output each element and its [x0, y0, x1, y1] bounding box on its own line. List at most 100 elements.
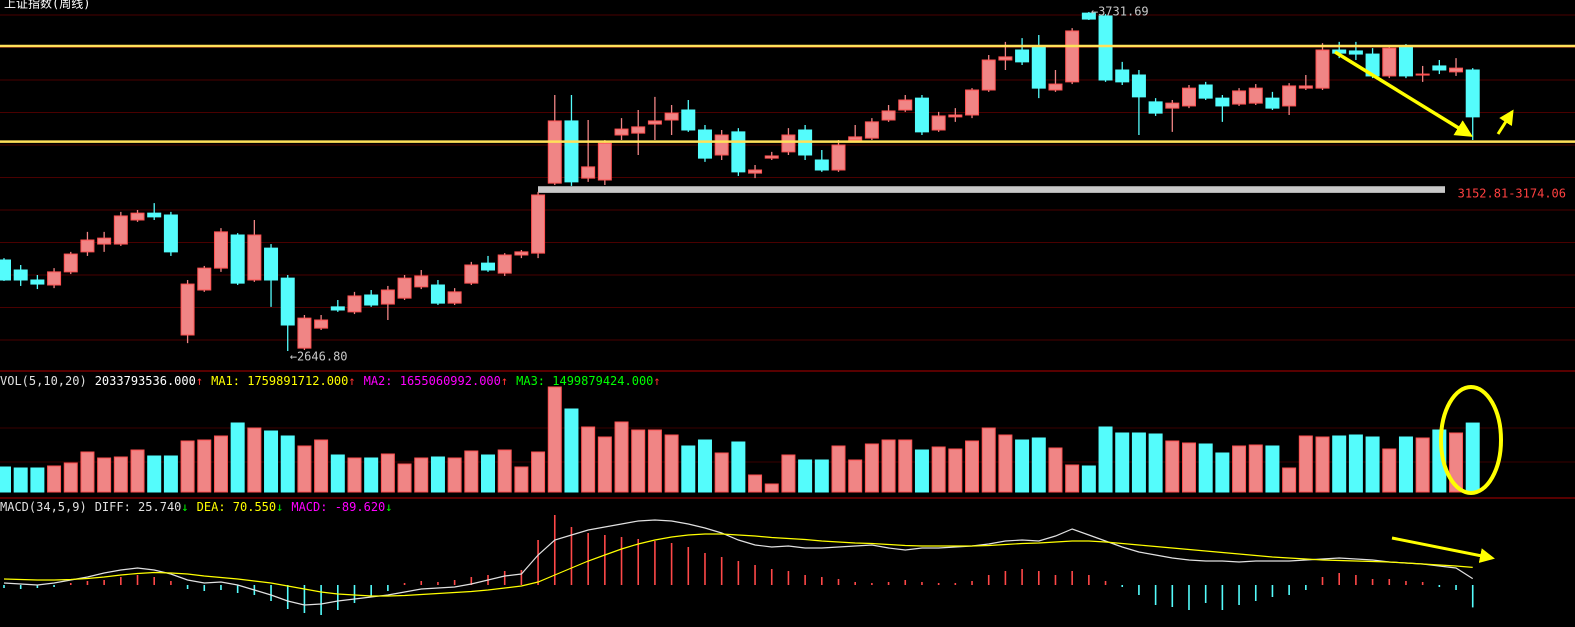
volume-bar — [1165, 440, 1180, 493]
candle-body — [297, 317, 312, 349]
candle-body — [13, 269, 28, 281]
candle-body — [748, 169, 763, 174]
volume-bar — [1298, 435, 1313, 493]
candle-body — [681, 109, 696, 131]
candle-body — [614, 128, 629, 136]
volume-bar — [247, 427, 262, 493]
legend-item: MA3: 1499879424.000 — [516, 374, 653, 388]
annotation-arrow — [1496, 109, 1514, 135]
volume-bar — [30, 467, 45, 493]
volume-bar — [1315, 436, 1330, 493]
candle-body — [347, 295, 362, 313]
candle-body — [147, 212, 162, 218]
volume-bar — [714, 452, 729, 493]
volume-bar — [1148, 433, 1163, 493]
candle-body — [697, 129, 712, 159]
candle-body — [1215, 97, 1230, 107]
volume-bar — [464, 450, 479, 493]
volume-bar — [1198, 443, 1213, 493]
candle-body — [564, 120, 579, 183]
candle-body — [213, 231, 228, 269]
candle-body — [1165, 102, 1180, 109]
candle-body — [1265, 97, 1280, 109]
legend-item: DEA: 70.550 — [197, 500, 276, 514]
candle-body — [731, 131, 746, 173]
range-band-label: 3152.81-3174.06 — [1458, 186, 1566, 200]
volume-bar — [1048, 447, 1063, 493]
candle-body — [497, 254, 512, 274]
volume-bar — [47, 465, 62, 493]
candle-body — [1382, 47, 1397, 77]
volume-bar — [1015, 439, 1030, 493]
volume-bar — [864, 443, 879, 493]
volume-bar — [230, 422, 245, 493]
volume-bar — [647, 429, 662, 493]
volume-bar — [130, 449, 145, 493]
volume-bar — [1282, 467, 1297, 493]
volume-bar — [180, 440, 195, 493]
volume-bar — [264, 430, 279, 493]
annotation-arrow — [1391, 536, 1495, 564]
volume-bar — [414, 457, 429, 493]
volume-bar — [347, 457, 362, 493]
candle-body — [965, 89, 980, 116]
volume-bar — [1449, 432, 1464, 493]
annotation-arrow — [1334, 50, 1473, 137]
volume-bar — [1098, 426, 1113, 493]
candle-body — [597, 142, 612, 181]
legend-item: MA1: 1759891712.000 — [211, 374, 348, 388]
volume-bar — [1081, 465, 1096, 493]
candle-body — [948, 114, 963, 118]
volume-bar — [380, 453, 395, 493]
volume-bar — [731, 441, 746, 493]
volume-bar — [1215, 452, 1230, 493]
marks: 3152.81-3174.06 ←3731.69 ←2646.80 VOL(5,10,… — [0, 4, 1575, 615]
volume-bar — [898, 439, 913, 493]
chart-title: 上证指数(周线) — [4, 0, 90, 11]
volume-bar — [1365, 436, 1380, 493]
volume-bar — [280, 435, 295, 493]
volume-bar — [564, 408, 579, 493]
candle-body — [1131, 74, 1146, 98]
volume-bar — [1398, 436, 1413, 493]
candle-body — [97, 237, 112, 245]
candle-body — [364, 294, 379, 306]
range-band — [538, 186, 1445, 193]
volume-bar — [614, 421, 629, 493]
candle-body — [197, 267, 212, 291]
legend: MACD(34,5,9) DIFF: 25.740↓ DEA: 70.550↓ MAC… — [0, 500, 393, 514]
volume-bar — [13, 467, 28, 493]
candle-body — [1232, 90, 1247, 105]
candle-body — [163, 214, 178, 253]
legend: VOL(5,10,20) 2033793536.000↑ MA1: 17598917… — [0, 374, 661, 388]
volume-bar — [430, 456, 445, 493]
volume-bar — [1232, 445, 1247, 493]
volume-bar — [664, 434, 679, 493]
volume-bar — [697, 439, 712, 493]
candle-body — [63, 253, 78, 273]
legend-arrow: ↓ — [276, 500, 283, 514]
volume-bar — [798, 459, 813, 493]
candle-body — [0, 259, 11, 281]
candle-body — [831, 144, 846, 171]
volume-bar — [213, 435, 228, 493]
candle-body — [1015, 49, 1030, 63]
candle-body — [130, 212, 145, 221]
volume-bar — [998, 434, 1013, 493]
macd-line — [3, 519, 1474, 606]
volume-bar — [547, 386, 562, 493]
volume-bar — [631, 429, 646, 493]
volume-bar — [597, 436, 612, 493]
candle-body — [481, 262, 496, 271]
candle-body — [1415, 73, 1430, 76]
candle-body — [280, 277, 295, 326]
candle-body — [764, 155, 779, 159]
candle-body — [1465, 69, 1480, 118]
volume-bar — [1382, 448, 1397, 493]
volume-bar — [514, 466, 529, 493]
candle-body — [414, 275, 429, 288]
legend-item: DIFF: 25.740 — [95, 500, 182, 514]
candle-body — [914, 97, 929, 133]
